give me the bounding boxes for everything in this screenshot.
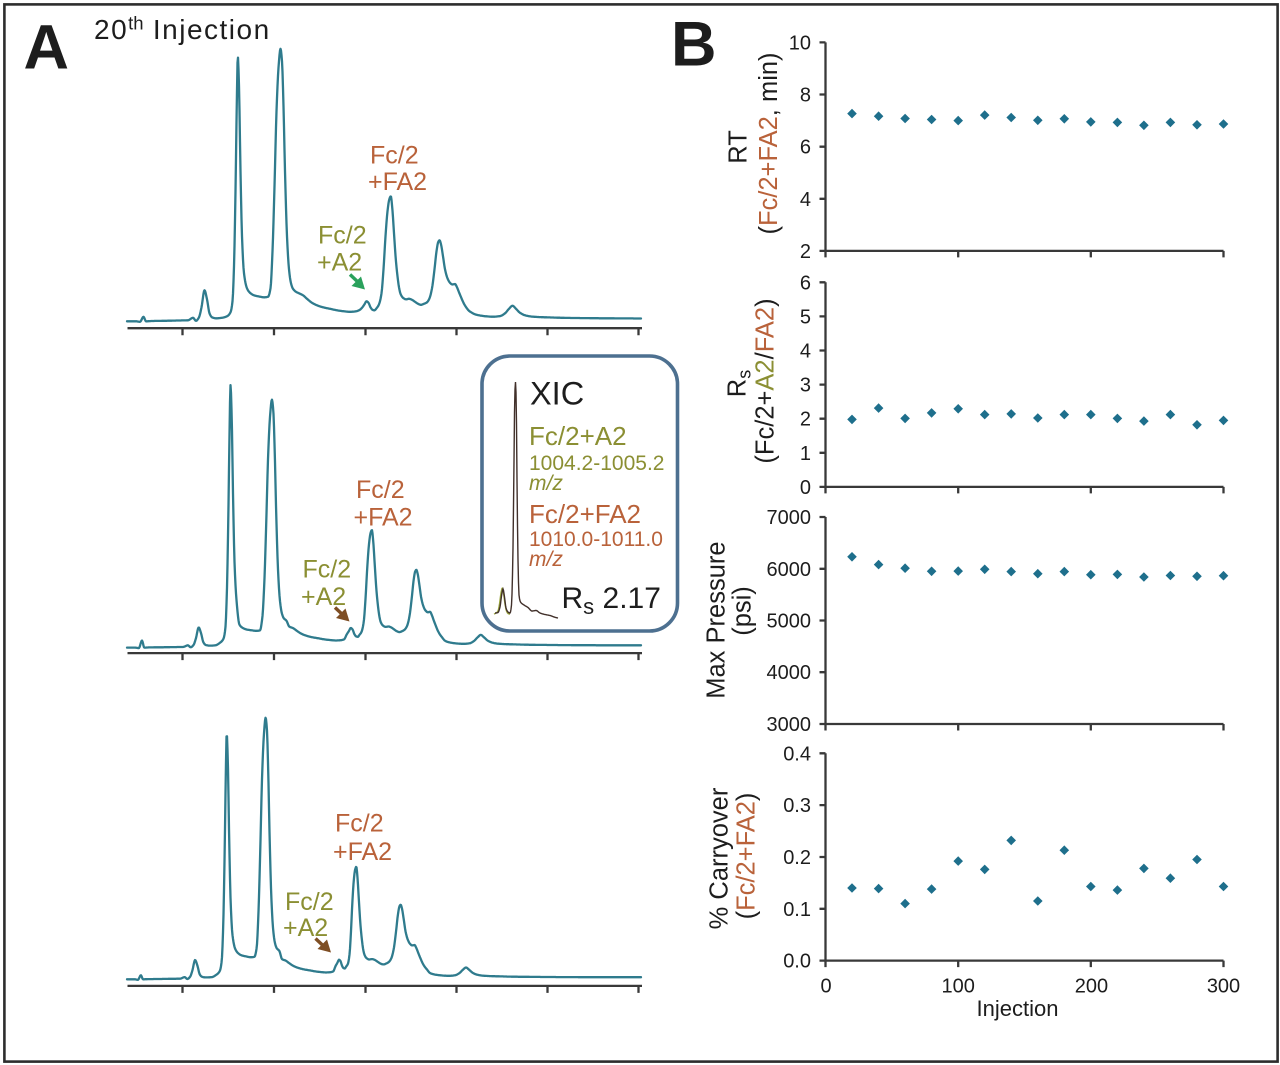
svg-text:0: 0 (800, 477, 811, 499)
svg-text:4000: 4000 (767, 662, 812, 684)
svg-text:2: 2 (800, 409, 811, 431)
svg-text:m/z: m/z (529, 548, 563, 571)
svg-text:200: 200 (1075, 976, 1108, 998)
svg-text:4: 4 (800, 189, 811, 211)
svg-text:RT: RT (725, 130, 753, 164)
svg-text:6: 6 (800, 137, 811, 159)
svg-text:3: 3 (800, 375, 811, 397)
svg-text:Max Pressure: Max Pressure (703, 541, 731, 698)
svg-text:Fc/2: Fc/2 (285, 888, 334, 916)
svg-text:(Fc/2+FA2, min): (Fc/2+FA2, min) (755, 52, 783, 234)
svg-text:6: 6 (800, 272, 811, 294)
svg-text:8: 8 (800, 85, 811, 107)
svg-text:Fc/2: Fc/2 (303, 556, 352, 584)
svg-text:XIC: XIC (530, 376, 584, 412)
svg-text:(Fc/2+A2/FA2): (Fc/2+A2/FA2) (752, 298, 780, 463)
svg-text:Fc/2+FA2: Fc/2+FA2 (529, 499, 641, 529)
svg-text:20th Injection: 20th Injection (94, 13, 271, 46)
svg-text:0.1: 0.1 (783, 899, 811, 921)
svg-text:(psi): (psi) (729, 586, 757, 636)
svg-text:Injection: Injection (977, 996, 1059, 1021)
svg-text:+FA2: +FA2 (333, 838, 392, 866)
svg-text:+FA2: +FA2 (368, 168, 427, 196)
svg-text:0.3: 0.3 (783, 795, 811, 817)
svg-text:6000: 6000 (767, 559, 812, 581)
svg-text:Fc/2: Fc/2 (370, 142, 419, 170)
svg-text:Fc/2: Fc/2 (318, 222, 367, 250)
svg-text:1: 1 (800, 443, 811, 465)
svg-text:+A2: +A2 (317, 249, 362, 277)
svg-text:Fc/2+A2: Fc/2+A2 (529, 421, 627, 451)
svg-text:+A2: +A2 (301, 583, 346, 611)
svg-text:100: 100 (942, 976, 975, 998)
svg-text:7000: 7000 (767, 507, 812, 529)
svg-text:4: 4 (800, 341, 811, 363)
svg-text:5000: 5000 (767, 611, 812, 633)
svg-text:0.2: 0.2 (783, 847, 811, 869)
svg-text:300: 300 (1207, 976, 1240, 998)
svg-text:5: 5 (800, 306, 811, 328)
svg-text:3000: 3000 (767, 714, 812, 736)
svg-text:A: A (24, 13, 70, 83)
svg-text:1004.2-1005.2: 1004.2-1005.2 (529, 452, 664, 475)
svg-text:Fc/2: Fc/2 (335, 810, 384, 838)
svg-text:0.4: 0.4 (783, 743, 811, 765)
svg-text:0: 0 (820, 976, 831, 998)
svg-text:2: 2 (800, 241, 811, 263)
svg-text:B: B (671, 10, 717, 80)
svg-text:Rs: Rs (724, 370, 755, 397)
svg-text:Rs 2.17: Rs 2.17 (562, 582, 661, 619)
svg-text:1010.0-1011.0: 1010.0-1011.0 (529, 528, 663, 551)
svg-text:(Fc/2+FA2): (Fc/2+FA2) (733, 793, 761, 920)
svg-text:Fc/2: Fc/2 (356, 476, 405, 504)
svg-text:m/z: m/z (529, 472, 563, 495)
svg-text:10: 10 (789, 32, 811, 54)
svg-text:+FA2: +FA2 (354, 504, 413, 532)
svg-text:% Carryover: % Carryover (706, 787, 734, 929)
svg-text:0.0: 0.0 (783, 951, 811, 973)
svg-text:+A2: +A2 (283, 914, 328, 942)
